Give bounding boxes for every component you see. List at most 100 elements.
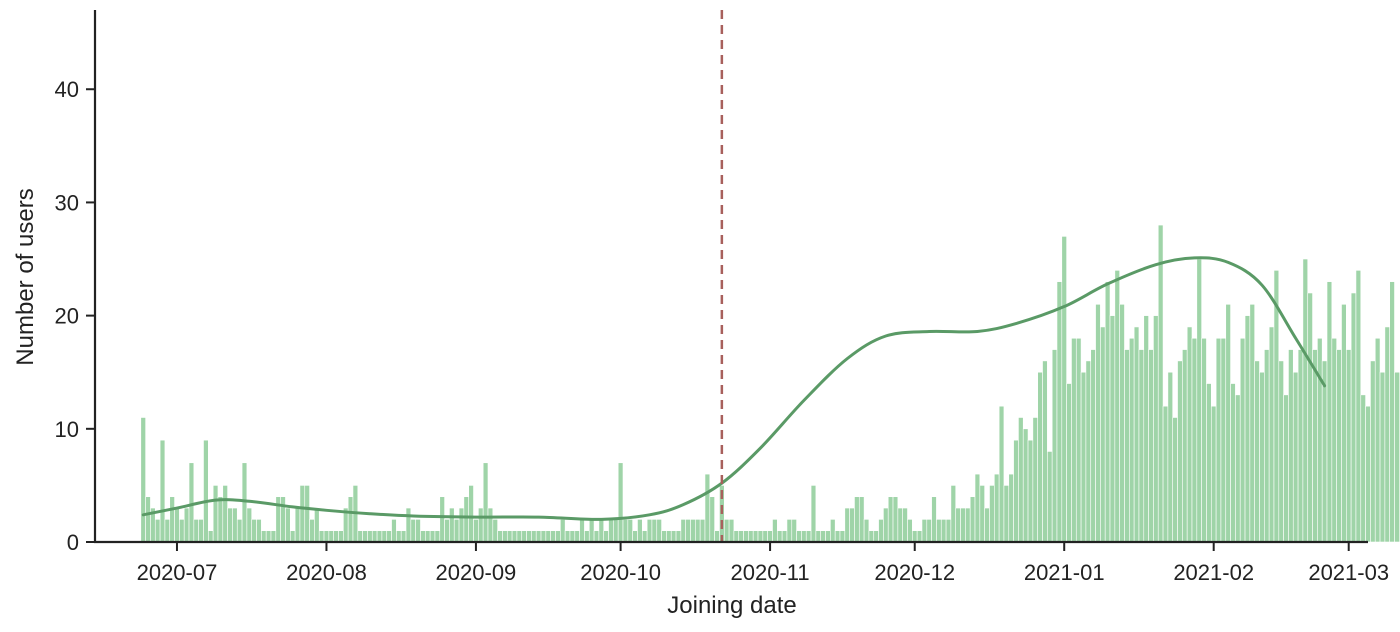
x-tick-label: 2020-11 — [731, 560, 810, 585]
histogram-bar — [164, 519, 171, 543]
histogram-bar — [289, 530, 296, 543]
histogram-bar — [347, 496, 354, 543]
histogram-bar — [950, 485, 957, 543]
histogram-bar — [1365, 405, 1371, 543]
histogram-bar — [338, 530, 344, 543]
histogram-bar — [478, 507, 484, 543]
histogram-bar — [232, 507, 238, 543]
histogram-bar — [1027, 439, 1034, 543]
histogram-bar — [227, 507, 233, 543]
histogram-bar — [738, 530, 744, 543]
histogram-bar — [1384, 326, 1391, 543]
kde-curve-layer — [141, 256, 1327, 521]
histogram-bar — [468, 485, 474, 543]
histogram-bar — [1230, 383, 1236, 543]
histogram-bar — [921, 519, 928, 543]
histogram-bar — [396, 530, 402, 543]
histogram-bar — [1292, 371, 1299, 543]
histogram-bar — [1206, 383, 1212, 543]
histogram-bar — [1071, 337, 1077, 543]
histogram-bar — [1254, 360, 1260, 543]
histogram-bar — [1220, 337, 1227, 543]
histogram-bar — [410, 519, 416, 543]
histogram-bar — [1090, 349, 1096, 543]
histogram-bar — [545, 530, 551, 543]
histogram-bar — [791, 519, 797, 543]
histogram-bar — [801, 530, 807, 543]
histogram-bar — [1239, 337, 1246, 543]
histogram-bar — [531, 530, 537, 543]
kde-curve — [141, 256, 1327, 521]
histogram-bar — [762, 530, 768, 543]
histogram-bar — [868, 530, 875, 543]
histogram-bar — [188, 462, 195, 543]
histogram-bar — [926, 519, 932, 543]
histogram-bar — [723, 519, 730, 543]
histogram-bar — [439, 496, 445, 543]
histogram-bar — [328, 530, 334, 543]
histogram-bar — [974, 473, 981, 543]
histogram-bar — [670, 530, 677, 543]
histogram-bar — [400, 530, 407, 543]
histogram-bar — [1346, 349, 1352, 543]
histogram-bar — [608, 519, 614, 543]
histogram-bar — [786, 519, 793, 543]
histogram-bar — [1075, 337, 1082, 543]
histogram-bar — [1104, 281, 1111, 543]
y-tick-label: 0 — [67, 530, 79, 555]
histogram-bar — [748, 530, 754, 543]
histogram-bar — [1374, 337, 1381, 543]
histogram-bar — [415, 519, 421, 543]
x-tick-label: 2021-01 — [1024, 560, 1105, 585]
histogram-bar — [1321, 360, 1328, 543]
histogram-bar — [1119, 303, 1125, 543]
histogram-bar — [1259, 371, 1265, 543]
histogram-bar — [796, 530, 802, 543]
histogram-bar — [1080, 371, 1087, 543]
histogram-bar — [984, 507, 990, 543]
histogram-bar — [593, 530, 600, 543]
histogram-bar — [849, 507, 855, 543]
histogram-bar — [453, 519, 460, 543]
histogram-bar — [1143, 315, 1149, 543]
histogram-bar — [1167, 371, 1174, 543]
histogram-bar — [145, 496, 151, 543]
histogram-bar — [521, 530, 527, 543]
histogram-bar — [965, 507, 971, 543]
histogram-bar — [1297, 349, 1304, 543]
histogram-bar — [613, 519, 619, 543]
histogram-bar — [1018, 417, 1024, 543]
histogram-bar — [193, 519, 199, 543]
histogram-bar — [256, 519, 262, 543]
histogram-bar — [1394, 371, 1400, 543]
histogram-bar — [1288, 349, 1294, 543]
histogram-bar — [955, 507, 961, 543]
histogram-bar — [1312, 349, 1318, 543]
histogram-bar — [357, 530, 363, 543]
histogram-bar — [646, 519, 653, 543]
histogram-bar — [1177, 360, 1183, 543]
histogram-bar — [603, 530, 609, 543]
histogram-bar — [743, 530, 749, 543]
histogram-bar — [1042, 360, 1048, 543]
histogram-bar — [550, 530, 556, 543]
histogram-bar — [1283, 394, 1289, 543]
x-axis-label: Joining date — [667, 592, 796, 619]
histogram-bar — [362, 530, 368, 543]
histogram-bar — [772, 519, 778, 543]
histogram-bar — [1341, 303, 1347, 543]
histogram-bar — [1336, 349, 1342, 543]
histogram-bar — [945, 519, 952, 543]
histogram-bar — [1307, 292, 1313, 543]
histogram-bar — [989, 485, 995, 543]
histogram-bar — [752, 530, 759, 543]
histogram-bar — [1360, 394, 1366, 543]
y-tick-label: 20 — [55, 304, 79, 329]
histogram-bar — [969, 496, 976, 543]
histogram-bar — [781, 530, 788, 543]
histogram-bar — [1186, 326, 1193, 543]
histogram-bar — [261, 530, 267, 543]
histogram-bar — [675, 530, 682, 543]
histogram-bar — [777, 530, 783, 543]
